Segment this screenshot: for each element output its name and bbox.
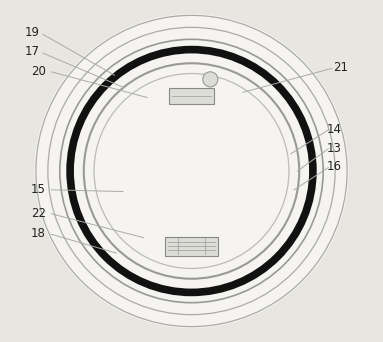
Text: 22: 22	[31, 207, 46, 220]
Circle shape	[88, 68, 295, 274]
Text: 16: 16	[327, 160, 342, 173]
Circle shape	[34, 14, 349, 328]
Text: 21: 21	[333, 61, 348, 74]
Text: 17: 17	[25, 45, 40, 58]
Text: 18: 18	[31, 227, 46, 240]
Text: 20: 20	[31, 65, 46, 78]
Text: 15: 15	[31, 183, 46, 196]
Circle shape	[203, 72, 218, 87]
Bar	[169, 88, 214, 104]
Text: 19: 19	[25, 26, 40, 39]
Text: 13: 13	[327, 142, 342, 155]
Bar	[165, 237, 218, 256]
Text: 14: 14	[327, 123, 342, 136]
